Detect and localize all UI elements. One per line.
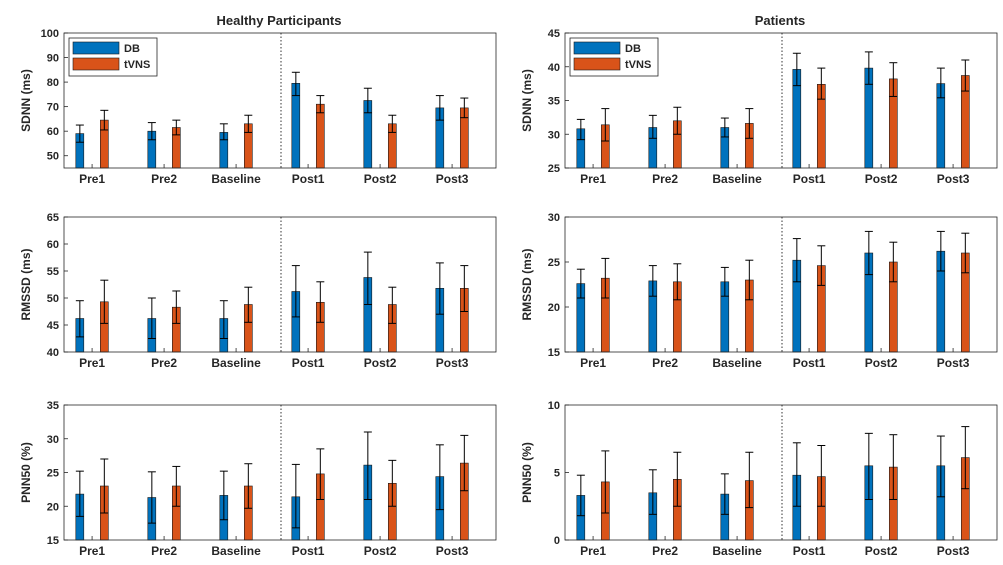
y-tick-label: 25 — [548, 257, 560, 269]
x-category-label: Post2 — [364, 356, 397, 370]
x-category-label: Pre1 — [580, 172, 606, 186]
x-category-label: Post2 — [865, 544, 898, 558]
y-axis-label: PNN50 (%) — [19, 442, 33, 503]
y-tick-label: 90 — [47, 53, 59, 65]
y-tick-label: 30 — [548, 129, 560, 141]
x-category-label: Baseline — [211, 172, 261, 186]
y-tick-label: 40 — [47, 347, 59, 359]
y-tick-label: 15 — [548, 347, 560, 359]
y-tick-label: 80 — [47, 77, 59, 89]
y-tick-label: 100 — [41, 28, 59, 40]
x-category-label: Post1 — [292, 172, 325, 186]
axes-box — [63, 32, 497, 169]
x-category-label: Baseline — [712, 356, 762, 370]
panel-5: 15 20 25 30 35 Pre1 Pre2 Baseline Post1 Post2 Post… — [19, 400, 497, 558]
x-category-label: Post3 — [436, 356, 469, 370]
y-tick-label: 50 — [47, 151, 59, 163]
legend-label-DB: DB — [124, 43, 140, 55]
x-category-label: Post1 — [793, 172, 826, 186]
x-category-label: Pre2 — [652, 356, 678, 370]
x-category-label: Post1 — [292, 544, 325, 558]
axes-box — [63, 404, 497, 541]
y-axis-label: RMSSD (ms) — [520, 248, 534, 320]
x-category-label: Post1 — [292, 356, 325, 370]
x-category-label: Pre1 — [580, 356, 606, 370]
left-column-title: Healthy Participants — [217, 13, 342, 28]
x-category-label: Pre2 — [652, 544, 678, 558]
x-category-label: Post3 — [436, 172, 469, 186]
x-category-label: Pre2 — [652, 172, 678, 186]
x-category-label: Pre2 — [151, 172, 177, 186]
legend-swatch-tVNS — [72, 57, 120, 71]
legend-swatch-DB — [72, 41, 120, 55]
x-category-label: Post2 — [865, 172, 898, 186]
y-tick-label: 30 — [47, 434, 59, 446]
panel-1: 50 60 70 80 90 100 Pre1 Pre2 Baseline Post1 Post2 P… — [19, 28, 497, 186]
x-category-label: Baseline — [712, 172, 762, 186]
legend-label-tVNS: tVNS — [625, 59, 651, 71]
y-tick-label: 60 — [47, 239, 59, 251]
x-category-label: Post2 — [865, 356, 898, 370]
y-axis-label: PNN50 (%) — [520, 442, 534, 503]
y-tick-label: 30 — [548, 212, 560, 224]
axes-box — [564, 404, 998, 541]
x-category-label: Post1 — [793, 356, 826, 370]
y-axis-label: RMSSD (ms) — [19, 248, 33, 320]
bar-tVNS-Post1 — [315, 103, 325, 169]
x-category-label: Pre1 — [79, 172, 105, 186]
y-tick-label: 25 — [47, 468, 59, 480]
x-category-label: Pre1 — [79, 544, 105, 558]
x-category-label: Pre1 — [79, 356, 105, 370]
y-tick-label: 5 — [554, 468, 560, 480]
legend-label-DB: DB — [625, 43, 641, 55]
y-tick-label: 55 — [47, 266, 59, 278]
y-tick-label: 25 — [548, 163, 560, 175]
y-tick-label: 65 — [47, 212, 59, 224]
right-column-title: Patients — [755, 13, 806, 28]
panel-2: 25 30 35 40 45 Pre1 Pre2 Baseline Post1 Post2 Post… — [520, 28, 998, 186]
y-tick-label: 0 — [554, 535, 560, 547]
x-category-label: Baseline — [211, 544, 261, 558]
y-tick-label: 15 — [47, 535, 59, 547]
legend-swatch-DB — [573, 41, 621, 55]
y-axis-label: SDNN (ms) — [19, 69, 33, 132]
legend-swatch-tVNS — [573, 57, 621, 71]
x-category-label: Pre1 — [580, 544, 606, 558]
y-tick-label: 40 — [548, 62, 560, 74]
y-tick-label: 20 — [548, 302, 560, 314]
axes-box — [63, 216, 497, 353]
x-category-label: Pre2 — [151, 544, 177, 558]
legend-label-tVNS: tVNS — [124, 59, 150, 71]
x-category-label: Post2 — [364, 544, 397, 558]
axes-box — [564, 216, 998, 353]
x-category-label: Baseline — [712, 544, 762, 558]
y-tick-label: 10 — [548, 400, 560, 412]
x-category-label: Post3 — [937, 544, 970, 558]
y-tick-label: 60 — [47, 126, 59, 138]
y-tick-label: 45 — [548, 28, 560, 40]
y-tick-label: 45 — [47, 320, 59, 332]
x-category-label: Post3 — [937, 172, 970, 186]
y-tick-label: 70 — [47, 102, 59, 114]
x-category-label: Post1 — [793, 544, 826, 558]
y-tick-label: 35 — [47, 400, 59, 412]
panel-6: 0 5 10 Pre1 Pre2 Baseline Post1 Post2 Post3 PNN50… — [520, 400, 998, 558]
x-category-label: Post3 — [937, 356, 970, 370]
y-tick-label: 50 — [47, 293, 59, 305]
x-category-label: Post3 — [436, 544, 469, 558]
panel-3: 40 45 50 55 60 65 Pre1 Pre2 Baseline Post1 Post2 Po… — [19, 212, 497, 370]
panel-4: 15 20 25 30 Pre1 Pre2 Baseline Post1 Post2 Post3 R… — [520, 212, 998, 370]
x-category-label: Pre2 — [151, 356, 177, 370]
y-tick-label: 35 — [548, 96, 560, 108]
y-tick-label: 20 — [47, 501, 59, 513]
x-category-label: Post2 — [364, 172, 397, 186]
x-category-label: Baseline — [211, 356, 261, 370]
y-axis-label: SDNN (ms) — [520, 69, 534, 132]
